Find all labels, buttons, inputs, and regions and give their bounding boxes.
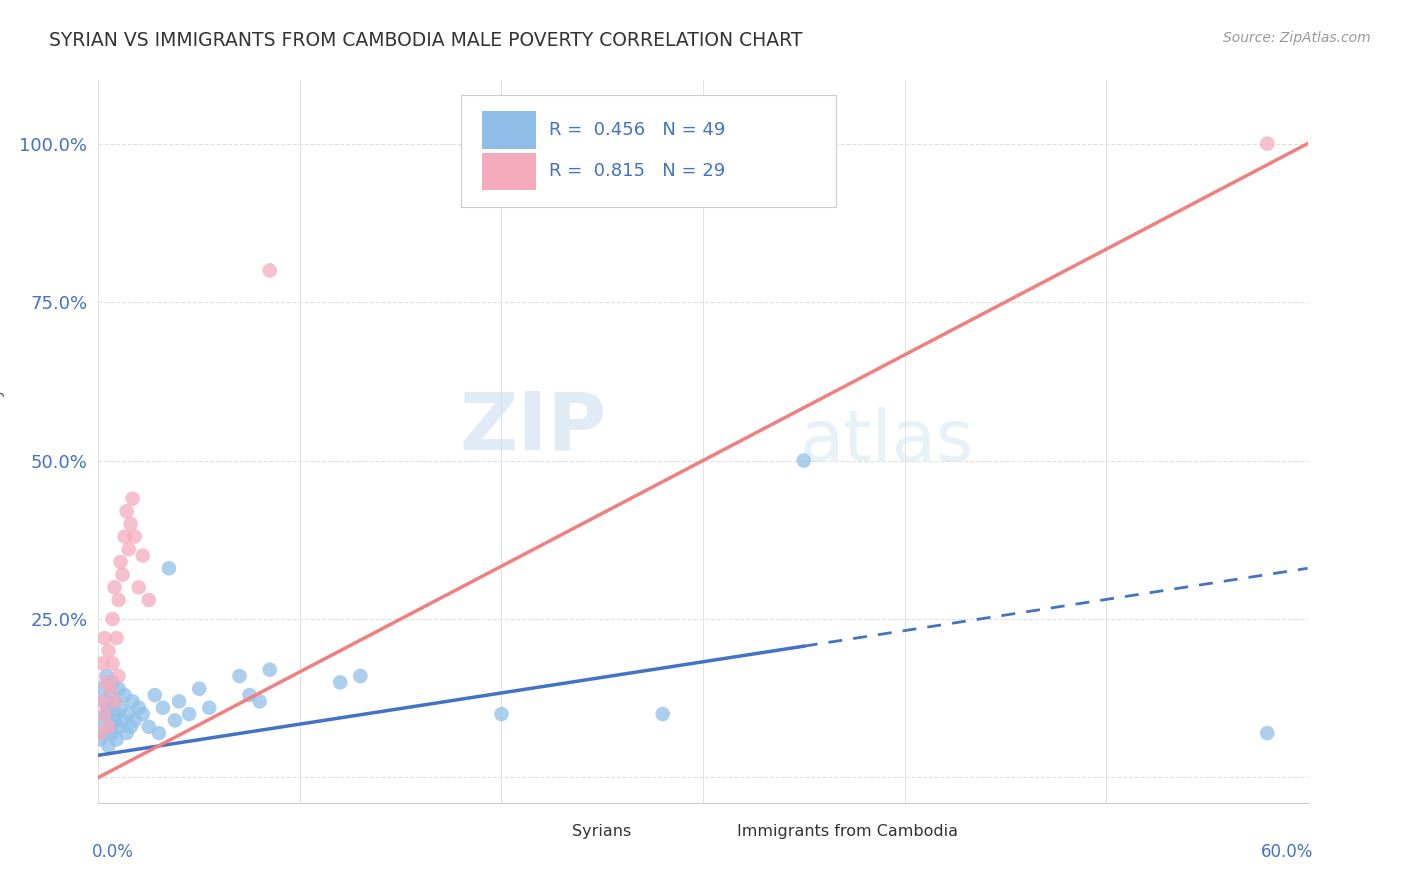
Point bbox=[105, 732, 128, 747]
Point bbox=[124, 530, 146, 544]
Point bbox=[120, 720, 142, 734]
Point bbox=[1256, 136, 1278, 151]
Text: 60.0%: 60.0% bbox=[1261, 843, 1313, 861]
Point bbox=[138, 593, 160, 607]
Point bbox=[143, 688, 166, 702]
Point bbox=[101, 726, 124, 740]
Point bbox=[103, 694, 125, 708]
Point bbox=[110, 555, 132, 569]
Point bbox=[100, 720, 122, 734]
Text: SYRIAN VS IMMIGRANTS FROM CAMBODIA MALE POVERTY CORRELATION CHART: SYRIAN VS IMMIGRANTS FROM CAMBODIA MALE … bbox=[49, 31, 803, 50]
Point bbox=[97, 720, 120, 734]
Point bbox=[121, 491, 143, 506]
Text: atlas: atlas bbox=[800, 407, 974, 476]
FancyBboxPatch shape bbox=[482, 153, 536, 190]
Point bbox=[124, 714, 146, 728]
Point bbox=[110, 700, 132, 714]
Point bbox=[107, 720, 129, 734]
Point bbox=[96, 675, 118, 690]
Point bbox=[249, 694, 271, 708]
Text: Syrians: Syrians bbox=[572, 824, 631, 839]
Point bbox=[96, 707, 118, 722]
Point bbox=[91, 681, 114, 696]
FancyBboxPatch shape bbox=[690, 821, 727, 843]
Point bbox=[120, 516, 142, 531]
Point bbox=[329, 675, 352, 690]
Point bbox=[121, 694, 143, 708]
Point bbox=[793, 453, 815, 467]
Y-axis label: Male Poverty: Male Poverty bbox=[0, 388, 6, 495]
Point bbox=[91, 694, 114, 708]
Point bbox=[167, 694, 190, 708]
Point bbox=[349, 669, 371, 683]
Point bbox=[103, 694, 125, 708]
Point bbox=[651, 707, 673, 722]
Point bbox=[228, 669, 250, 683]
Point bbox=[111, 567, 134, 582]
Point bbox=[114, 530, 136, 544]
Point bbox=[163, 714, 186, 728]
Point bbox=[132, 549, 155, 563]
Point bbox=[101, 612, 124, 626]
Point bbox=[107, 593, 129, 607]
Point bbox=[198, 700, 221, 714]
Point bbox=[259, 263, 281, 277]
Point bbox=[128, 580, 150, 594]
Point bbox=[93, 631, 115, 645]
Point bbox=[138, 720, 160, 734]
Point bbox=[114, 688, 136, 702]
Point bbox=[115, 726, 138, 740]
Point bbox=[97, 700, 120, 714]
Point bbox=[100, 681, 122, 696]
Point bbox=[93, 694, 115, 708]
Point bbox=[89, 732, 111, 747]
Point bbox=[1256, 726, 1278, 740]
Text: ZIP: ZIP bbox=[458, 388, 606, 467]
Point bbox=[111, 714, 134, 728]
Point bbox=[93, 726, 115, 740]
Point bbox=[93, 707, 115, 722]
Point bbox=[96, 669, 118, 683]
Text: 0.0%: 0.0% bbox=[93, 843, 134, 861]
Text: Immigrants from Cambodia: Immigrants from Cambodia bbox=[737, 824, 957, 839]
Point bbox=[128, 700, 150, 714]
Point bbox=[100, 688, 122, 702]
FancyBboxPatch shape bbox=[461, 95, 837, 207]
Point bbox=[107, 669, 129, 683]
Point bbox=[101, 675, 124, 690]
Point bbox=[239, 688, 262, 702]
Point bbox=[107, 681, 129, 696]
FancyBboxPatch shape bbox=[527, 821, 564, 843]
Point bbox=[91, 657, 114, 671]
Text: R =  0.815   N = 29: R = 0.815 N = 29 bbox=[550, 162, 725, 180]
Point bbox=[103, 580, 125, 594]
Point bbox=[89, 726, 111, 740]
Point bbox=[259, 663, 281, 677]
Point bbox=[115, 504, 138, 518]
Point bbox=[148, 726, 170, 740]
Point bbox=[101, 657, 124, 671]
Point bbox=[491, 707, 513, 722]
Text: Source: ZipAtlas.com: Source: ZipAtlas.com bbox=[1223, 31, 1371, 45]
Point bbox=[118, 542, 141, 557]
Point bbox=[179, 707, 201, 722]
Point bbox=[97, 643, 120, 657]
Point bbox=[91, 714, 114, 728]
Point bbox=[103, 714, 125, 728]
Point bbox=[152, 700, 174, 714]
FancyBboxPatch shape bbox=[482, 112, 536, 149]
Text: R =  0.456   N = 49: R = 0.456 N = 49 bbox=[550, 121, 725, 139]
Point bbox=[105, 631, 128, 645]
Point bbox=[105, 707, 128, 722]
Point bbox=[118, 707, 141, 722]
Point bbox=[97, 739, 120, 753]
Point bbox=[188, 681, 211, 696]
Point bbox=[157, 561, 180, 575]
Point bbox=[132, 707, 155, 722]
